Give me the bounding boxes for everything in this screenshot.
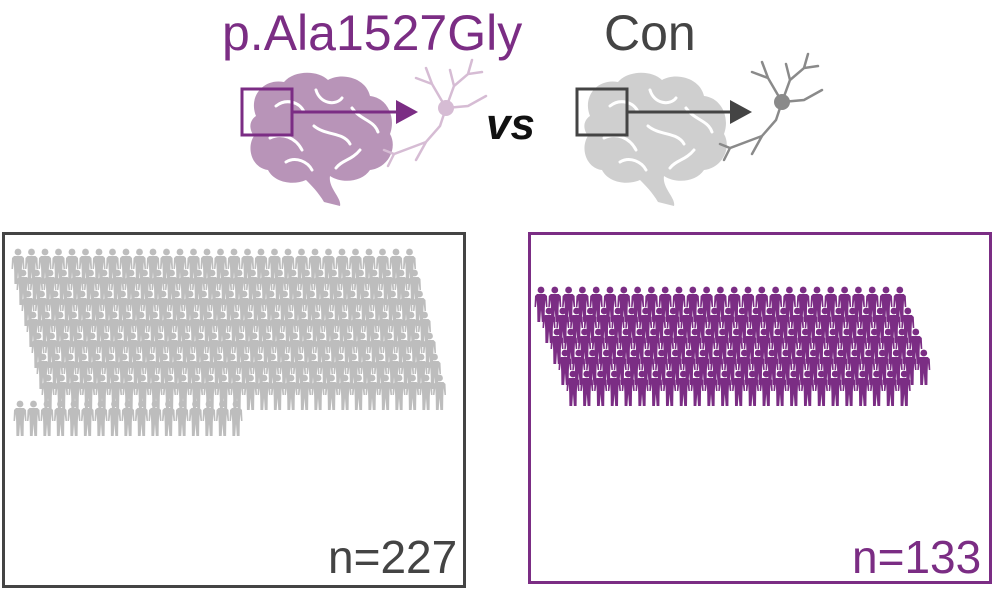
person-icon (13, 400, 27, 436)
versus-label: vs (486, 100, 535, 149)
control-neuron-icon (718, 52, 824, 162)
mutation-group-panel (528, 232, 992, 584)
mutation-arrowhead-icon (396, 100, 418, 124)
control-count-label: n=227 (328, 531, 458, 583)
mutation-neuron-icon (382, 58, 488, 168)
control-group-title: Con (604, 5, 696, 61)
mutation-crowd (534, 286, 931, 406)
control-group-panel (2, 232, 466, 588)
mutation-count-label: n=133 (852, 531, 982, 583)
person-icon (27, 400, 40, 436)
control-crowd (11, 248, 446, 436)
control-arrowhead-icon (730, 100, 752, 124)
mutation-group-title: p.Ala1527Gly (222, 5, 523, 61)
